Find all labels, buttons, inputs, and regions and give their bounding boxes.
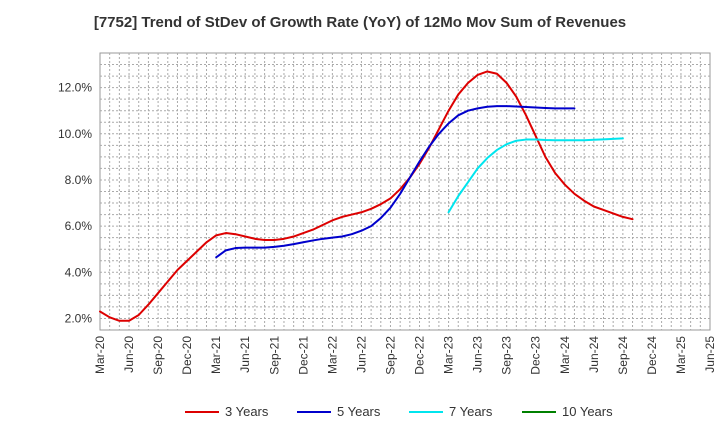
legend-label: 5 Years (337, 404, 381, 419)
y-tick-label: 4.0% (65, 265, 93, 279)
x-tick-label: Mar-25 (674, 336, 688, 374)
x-tick-label: Mar-23 (442, 336, 456, 374)
x-tick-label: Sep-23 (500, 336, 514, 375)
y-tick-label: 6.0% (65, 219, 93, 233)
series-line-3-years (99, 70, 634, 322)
legend-label: 3 Years (225, 404, 269, 419)
x-axis: Mar-20 Jun-20 Sep-20 Dec-20 Mar-21 Jun-21 Sep-… (93, 336, 717, 375)
y-tick-label: 8.0% (65, 173, 93, 187)
x-tick-label: Sep-20 (151, 336, 165, 375)
x-tick-label: Mar-20 (93, 336, 107, 374)
x-tick-label: Dec-22 (413, 336, 427, 375)
x-tick-label: Sep-21 (267, 336, 281, 375)
x-tick-label: Jun-21 (238, 336, 252, 373)
series-layer (99, 70, 634, 322)
x-tick-label: Jun-22 (354, 336, 368, 373)
y-tick-label: 2.0% (65, 311, 93, 325)
x-tick-label: Jun-20 (122, 336, 136, 373)
x-tick-label: Dec-21 (296, 336, 310, 375)
x-tick-label: Jun-24 (587, 336, 601, 373)
y-tick-label: 10.0% (58, 127, 92, 141)
grid-layer (100, 53, 710, 330)
series-line-7-years (447, 137, 624, 214)
x-tick-label: Mar-21 (209, 336, 223, 374)
x-tick-label: Dec-20 (180, 336, 194, 375)
series-line-5-years (215, 105, 576, 259)
x-tick-label: Jun-25 (703, 336, 717, 373)
y-axis: 2.0% 4.0% 6.0% 8.0% 10.0% 12.0% (58, 81, 92, 326)
legend-label: 7 Years (449, 404, 493, 419)
x-tick-label: Sep-22 (383, 336, 397, 375)
x-tick-label: Sep-24 (616, 336, 630, 375)
y-tick-label: 12.0% (58, 81, 92, 95)
x-tick-label: Dec-23 (529, 336, 543, 375)
legend: 3 Years 5 Years 7 Years 10 Years (185, 404, 613, 419)
x-tick-label: Jun-23 (471, 336, 485, 373)
x-tick-label: Mar-24 (558, 336, 572, 374)
legend-label: 10 Years (562, 404, 613, 419)
x-tick-label: Mar-22 (325, 336, 339, 374)
x-tick-label: Dec-24 (645, 336, 659, 375)
chart-title: [7752] Trend of StDev of Growth Rate (Yo… (93, 14, 627, 31)
